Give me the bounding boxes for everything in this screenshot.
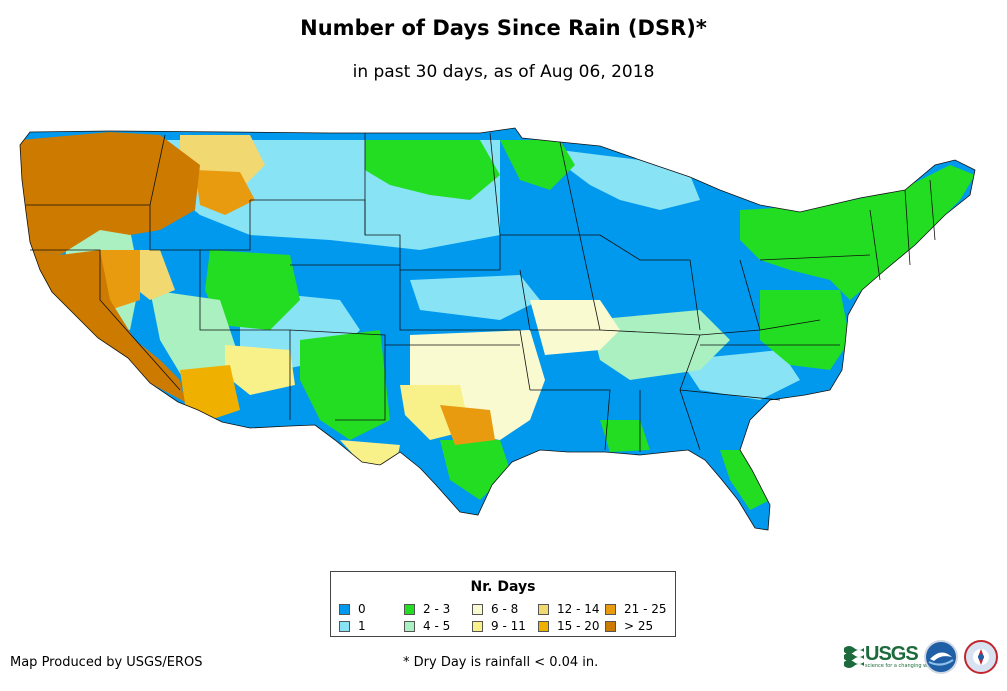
dsr-regions xyxy=(20,128,975,530)
region-9-11-arizona xyxy=(225,345,295,395)
nws-storm-icon xyxy=(973,649,989,665)
legend-item-over-25: > 25 xyxy=(605,619,653,633)
legend-label-0: 0 xyxy=(358,602,366,616)
legend-label-12-14: 12 - 14 xyxy=(557,602,600,616)
map-credit: Map Produced by USGS/EROS xyxy=(10,655,203,670)
region-21-25-idaho xyxy=(195,170,255,215)
region-2-3-northeast xyxy=(740,165,975,300)
legend-title: Nr. Days xyxy=(470,579,536,595)
conus-dsr-map xyxy=(19,127,976,531)
region-15-20-sw-arizona xyxy=(180,365,240,420)
legend-swatch-0 xyxy=(339,604,350,615)
usgs-tagline: science for a changing world xyxy=(865,663,937,669)
map-title: Number of Days Since Rain (DSR)* xyxy=(300,16,707,40)
legend-swatch-1 xyxy=(339,621,350,632)
region-2-3-mid-atlantic xyxy=(760,290,850,370)
region-2-3-new-mexico xyxy=(300,330,390,440)
legend-item-21-25: 21 - 25 xyxy=(605,602,667,616)
legend-item-9-11: 9 - 11 xyxy=(472,619,526,633)
region-1-day-upper-midwest xyxy=(560,150,700,210)
region-1-day-kansas xyxy=(410,275,540,320)
legend-label-15-20: 15 - 20 xyxy=(557,619,600,633)
legend-item-12-14: 12 - 14 xyxy=(538,602,600,616)
legend-label-4-5: 4 - 5 xyxy=(423,619,451,633)
legend: Nr. Days 0 1 2 - 3 4 - 5 6 - 8 9 - 11 12… xyxy=(330,571,676,637)
legend-swatch-9-11 xyxy=(472,621,483,632)
legend-label-over-25: > 25 xyxy=(624,619,654,633)
legend-label-9-11: 9 - 11 xyxy=(491,619,526,633)
legend-item-6-8: 6 - 8 xyxy=(472,602,518,616)
usgs-wordmark: USGS xyxy=(865,643,919,665)
region-over-25-pacific-northwest xyxy=(20,132,200,255)
noaa-seal-icon xyxy=(924,640,958,674)
region-over-25-california xyxy=(30,250,185,402)
region-1-day-southeast xyxy=(680,350,800,400)
legend-swatch-over-25 xyxy=(605,621,616,632)
usgs-logo: USGS science for a changing world xyxy=(843,643,937,669)
legend-swatch-6-8 xyxy=(472,604,483,615)
region-21-25-nevada xyxy=(100,250,140,310)
region-21-25-central-texas xyxy=(440,405,495,445)
legend-label-1: 1 xyxy=(358,619,366,633)
usgs-wave-icon xyxy=(844,646,864,668)
legend-item-1: 1 xyxy=(339,619,366,633)
dry-day-footnote: * Dry Day is rainfall < 0.04 in. xyxy=(403,655,599,670)
region-2-3-minnesota xyxy=(500,140,575,190)
legend-label-2-3: 2 - 3 xyxy=(423,602,451,616)
legend-label-6-8: 6 - 8 xyxy=(491,602,519,616)
region-2-3-utah-colorado xyxy=(205,250,300,330)
map-subtitle: in past 30 days, as of Aug 06, 2018 xyxy=(352,62,655,82)
region-4-5-ohio-valley xyxy=(590,310,730,380)
nws-seal-icon xyxy=(964,640,998,674)
noaa-bird-icon xyxy=(928,652,954,666)
legend-swatch-21-25 xyxy=(605,604,616,615)
legend-item-2-3: 2 - 3 xyxy=(404,602,450,616)
legend-swatch-4-5 xyxy=(404,621,415,632)
region-9-11-big-bend xyxy=(340,440,400,470)
region-2-3-north-dakota xyxy=(365,140,500,200)
legend-swatch-2-3 xyxy=(404,604,415,615)
state-borders xyxy=(19,127,976,531)
legend-item-4-5: 4 - 5 xyxy=(404,619,450,633)
legend-label-21-25: 21 - 25 xyxy=(624,602,667,616)
legend-swatch-12-14 xyxy=(538,604,549,615)
legend-item-15-20: 15 - 20 xyxy=(538,619,600,633)
region-2-3-gulf-coast xyxy=(600,420,650,452)
legend-item-0: 0 xyxy=(339,602,366,616)
region-6-8-missouri xyxy=(530,300,620,355)
legend-swatch-15-20 xyxy=(538,621,549,632)
